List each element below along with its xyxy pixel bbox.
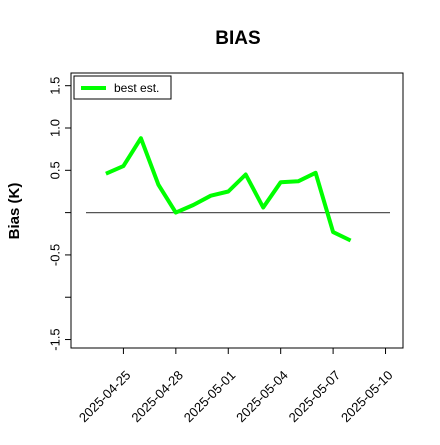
x-tick-label: 2025-05-04 bbox=[233, 368, 291, 426]
x-axis: 2025-04-252025-04-282025-05-012025-05-04… bbox=[76, 348, 396, 425]
y-tick-label: -0.5 bbox=[48, 244, 63, 266]
plot-frame bbox=[70, 72, 404, 349]
x-tick-label: 2025-04-28 bbox=[128, 368, 186, 426]
y-tick-label: 1.0 bbox=[48, 119, 63, 137]
series-line bbox=[105, 136, 352, 243]
y-tick-label: 0.5 bbox=[48, 161, 63, 179]
y-axis: -1.5 -0.5 0.5 1.0 1.5 bbox=[48, 77, 71, 351]
series-layer bbox=[105, 136, 352, 243]
y-tick-label: -1.5 bbox=[48, 328, 63, 350]
x-tick-label: 2025-05-10 bbox=[338, 368, 396, 426]
chart-title: BIAS bbox=[215, 28, 260, 49]
legend-box bbox=[73, 75, 172, 100]
legend: best est. bbox=[73, 75, 172, 100]
x-tick-label: 2025-05-07 bbox=[286, 368, 344, 426]
legend-label: best est. bbox=[114, 81, 159, 95]
x-tick-label: 2025-05-01 bbox=[181, 368, 239, 426]
y-axis-label: Bias (K) bbox=[6, 183, 23, 240]
y-tick-label: 1.5 bbox=[48, 77, 63, 95]
x-tick-label: 2025-04-25 bbox=[76, 368, 134, 426]
